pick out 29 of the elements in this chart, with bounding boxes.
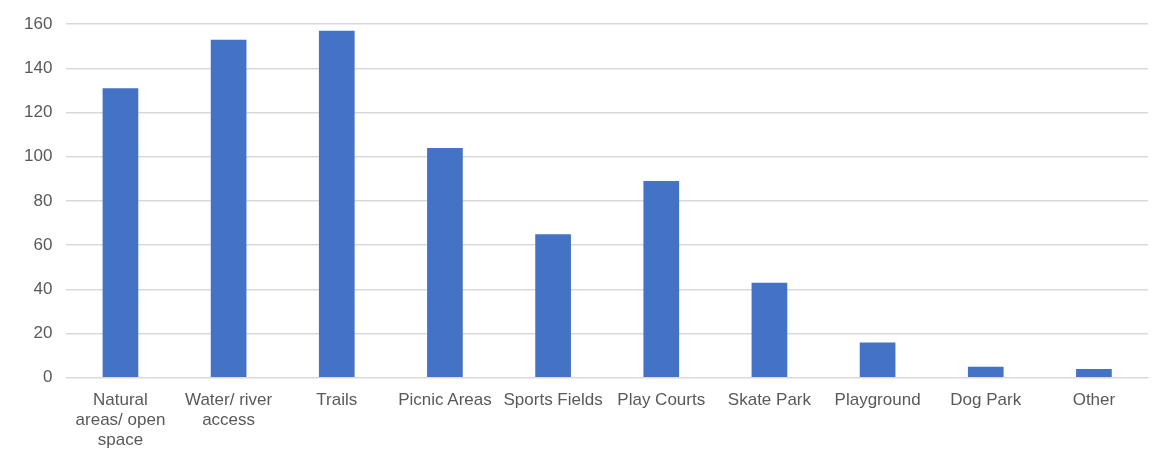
y-tick-label: 160 [23,13,53,33]
x-tick-label: Sports Fields [503,389,603,409]
bar [967,366,1004,378]
bar [210,39,247,378]
x-tick-label: Play Courts [617,389,706,409]
y-tick-label: 40 [33,279,53,299]
y-tick-label: 100 [23,146,53,166]
x-tick-label: Water/ river access [185,389,273,430]
x-tick-label: Picnic Areas [398,389,492,409]
x-tick-label: Natural areas/ open space [75,389,166,450]
bar [751,282,788,378]
y-tick-label: 60 [33,234,53,254]
x-tick-label: Playground [834,389,921,409]
y-tick-label: 120 [23,102,53,122]
bar [1076,368,1112,378]
bar [318,30,355,378]
y-tick-label: 80 [33,190,53,210]
x-tick-label: Trails [316,389,358,409]
y-tick-label: 20 [33,323,53,343]
x-tick-label: Other [1072,389,1116,409]
y-tick-label: 0 [42,367,53,387]
x-tick-label: Dog Park [950,389,1022,409]
bar [102,88,139,378]
bar [643,181,680,378]
x-tick-label: Skate Park [727,389,812,409]
y-tick-label: 140 [23,58,53,78]
bar [535,234,571,378]
bar [427,147,463,378]
bar [859,342,896,378]
